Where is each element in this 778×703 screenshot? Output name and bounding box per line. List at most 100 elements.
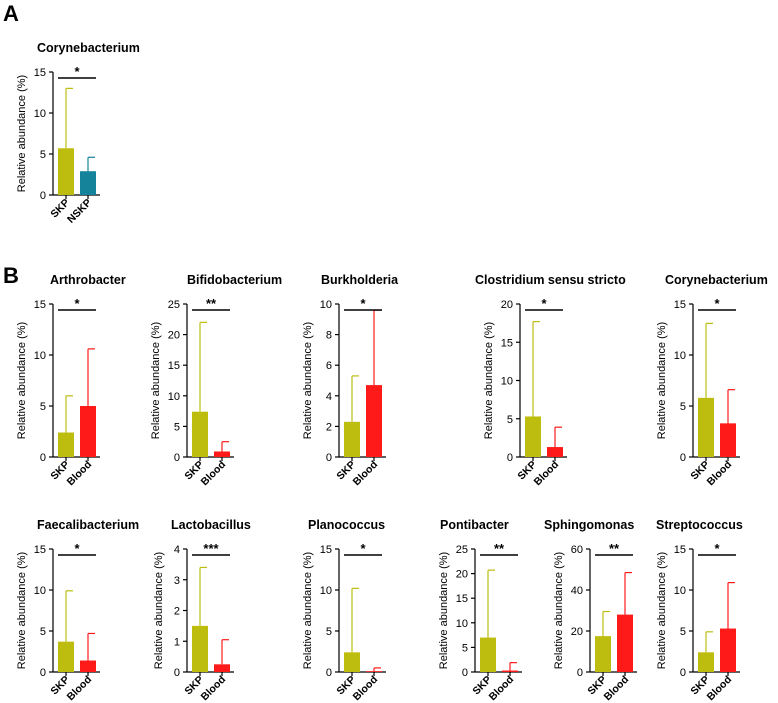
bar-blood (617, 614, 633, 672)
y-tick-label: 1 (174, 636, 180, 648)
significance-label: * (714, 296, 720, 311)
y-tick-label: 10 (34, 350, 46, 362)
chart-title: Clostridium sensu stricto (475, 273, 626, 287)
y-tick-label: 0 (326, 452, 332, 464)
y-tick-label: 5 (462, 642, 468, 654)
significance-label: * (74, 296, 80, 311)
y-tick-label: 0 (680, 667, 686, 679)
y-tick-label: 2 (326, 421, 332, 433)
chart-title: Faecalibacterium (37, 518, 139, 532)
y-axis-label: Relative abundance (%) (553, 552, 565, 669)
y-tick-label: 5 (680, 626, 686, 638)
y-tick-label: 0 (507, 452, 513, 464)
y-tick-label: 5 (174, 421, 180, 433)
y-tick-label: 4 (326, 391, 332, 403)
y-tick-label: 15 (34, 67, 46, 79)
y-tick-label: 0 (577, 667, 583, 679)
bar-skp (58, 641, 74, 672)
y-tick-label: 8 (326, 330, 332, 342)
y-tick-label: 20 (168, 330, 180, 342)
significance-label: * (360, 296, 366, 311)
y-tick-label: 0 (174, 667, 180, 679)
y-tick-label: 15 (320, 544, 332, 556)
category-label: Blood (351, 674, 381, 703)
bar-blood (80, 660, 96, 672)
y-tick-label: 10 (456, 618, 468, 630)
bar-skp (58, 148, 74, 195)
panel-letter-a: A (3, 1, 19, 26)
y-tick-label: 10 (320, 585, 332, 597)
y-tick-label: 20 (501, 299, 513, 311)
y-tick-label: 5 (40, 626, 46, 638)
y-tick-label: 3 (174, 575, 180, 587)
y-axis-label: Relative abundance (%) (656, 552, 668, 669)
chart-title: Corynebacterium (37, 41, 140, 55)
y-tick-label: 15 (674, 299, 686, 311)
bar-skp (525, 416, 541, 457)
chart-lactobacillus: Lactobacillus 0 1 2 3 4 Relative abundance (%)… (153, 518, 251, 703)
chart-burkholderia: Burkholderia 0 2 4 6 8 10 Relative abundance (%… (302, 273, 399, 488)
y-tick-label: 10 (320, 299, 332, 311)
category-label: Blood (199, 674, 229, 703)
y-tick-label: 15 (456, 593, 468, 605)
y-axis-label: Relative abundance (%) (483, 322, 495, 439)
bar-skp (698, 397, 714, 457)
bar-skp (192, 625, 208, 672)
chart-faecalibacterium: Faecalibacterium 0 5 10 15 Relative abundance… (16, 518, 139, 703)
bar-blood (214, 451, 230, 457)
y-tick-label: 0 (40, 190, 46, 202)
y-tick-label: 0 (462, 667, 468, 679)
y-tick-label: 20 (571, 626, 583, 638)
bar-blood (720, 423, 736, 457)
y-tick-label: 60 (571, 544, 583, 556)
y-tick-label: 25 (168, 299, 180, 311)
panel-letter-b: B (3, 263, 19, 288)
y-axis-label: Relative abundance (%) (16, 322, 28, 439)
bar-blood (720, 628, 736, 672)
y-axis-label: Relative abundance (%) (438, 552, 450, 669)
bar-skp (344, 421, 360, 457)
category-label: Blood (65, 459, 95, 489)
significance-label: ** (206, 296, 217, 311)
chart-title: Streptococcus (656, 518, 743, 532)
y-tick-label: 0 (40, 452, 46, 464)
y-tick-label: 0 (680, 452, 686, 464)
y-tick-label: 0 (326, 667, 332, 679)
y-axis-label: Relative abundance (%) (302, 322, 314, 439)
chart-title: Sphingomonas (544, 518, 634, 532)
chart-bifidobacterium: Bifidobacterium 0 5 10 15 20 25 Relative abunda… (150, 273, 282, 488)
chart-streptococcus: Streptococcus 0 5 10 15 Relative abundance (%… (656, 518, 743, 703)
bar-blood (547, 447, 563, 457)
y-axis-label: Relative abundance (%) (150, 322, 162, 439)
y-tick-label: 5 (680, 401, 686, 413)
y-tick-label: 40 (571, 585, 583, 597)
chart-title: Lactobacillus (171, 518, 251, 532)
y-tick-label: 5 (326, 626, 332, 638)
significance-label: * (74, 541, 80, 556)
y-tick-label: 10 (168, 391, 180, 403)
category-label: Blood (65, 674, 95, 703)
y-tick-label: 15 (34, 299, 46, 311)
y-tick-label: 15 (501, 337, 513, 349)
chart-sphingomonas: Sphingomonas 0 20 40 60 Relative abundance (%… (544, 518, 637, 703)
category-label: Blood (705, 674, 735, 703)
bar-skp (192, 411, 208, 457)
y-tick-label: 4 (174, 544, 180, 556)
category-label: Blood (532, 459, 562, 489)
y-axis-label: Relative abundance (%) (153, 552, 165, 669)
y-tick-label: 0 (40, 667, 46, 679)
bar-blood (366, 671, 382, 672)
chart-title: Burkholderia (321, 273, 399, 287)
y-tick-label: 15 (674, 544, 686, 556)
significance-label: ** (609, 541, 620, 556)
y-tick-label: 15 (168, 360, 180, 372)
chart-title: Bifidobacterium (187, 273, 282, 287)
category-label: Blood (705, 459, 735, 489)
category-label: Blood (602, 674, 632, 703)
significance-label: *** (203, 541, 219, 556)
y-tick-label: 6 (326, 360, 332, 372)
bar-blood (214, 664, 230, 672)
